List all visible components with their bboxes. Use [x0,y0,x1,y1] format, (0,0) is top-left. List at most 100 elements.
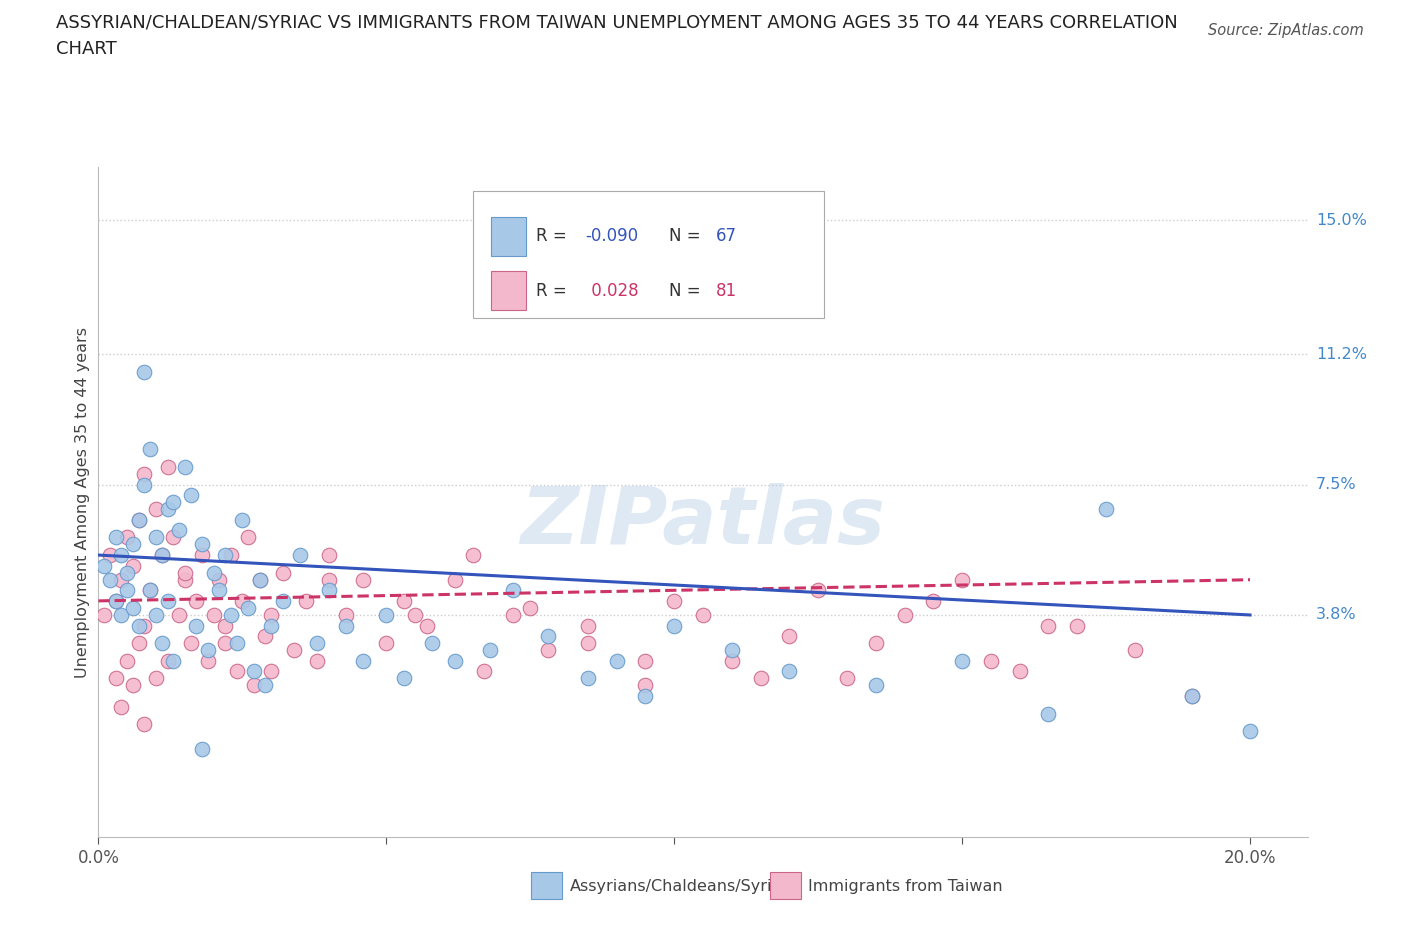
Point [720,654,742,669]
Point [104,593,127,608]
Point [145,530,167,545]
Point [134,717,156,732]
Point [122,558,145,573]
Text: 81: 81 [716,282,737,299]
Point [214,636,236,651]
Point [173,565,195,580]
Point [236,601,259,616]
Point [634,654,657,669]
Point [162,654,184,669]
Point [318,583,340,598]
Point [104,593,127,608]
Point [1095,502,1118,517]
FancyBboxPatch shape [474,191,824,318]
Point [110,699,132,714]
Text: N =: N = [669,227,706,246]
Point [254,629,277,644]
Point [950,654,973,669]
Point [134,618,156,633]
Point [1239,724,1261,738]
Point [128,512,150,527]
Text: 67: 67 [716,227,737,246]
Point [392,671,415,685]
Point [191,537,214,551]
Point [415,618,437,633]
Point [156,654,179,669]
Point [249,572,271,587]
Point [231,593,253,608]
Point [893,607,915,622]
Point [150,548,173,563]
Point [180,487,202,502]
Point [1123,643,1146,658]
Text: 11.2%: 11.2% [1316,347,1367,362]
Point [922,593,945,608]
Point [134,467,156,482]
Text: Source: ZipAtlas.com: Source: ZipAtlas.com [1208,23,1364,38]
Point [404,607,426,622]
Point [202,607,225,622]
Point [444,654,467,669]
Point [519,601,541,616]
Point [271,565,294,580]
Point [225,636,247,651]
Point [422,636,444,651]
Point [191,548,214,563]
Point [502,607,524,622]
Text: R =: R = [536,282,572,299]
Point [352,572,374,587]
Point [231,512,253,527]
Point [664,593,686,608]
Point [122,601,145,616]
Point [865,678,887,693]
Text: -0.090: -0.090 [586,227,638,246]
Text: Immigrants from Taiwan: Immigrants from Taiwan [808,879,1002,894]
Text: 3.8%: 3.8% [1316,607,1357,622]
Point [115,583,138,598]
Point [352,654,374,669]
Point [156,593,179,608]
Point [122,678,145,693]
Point [472,664,495,679]
Text: ASSYRIAN/CHALDEAN/SYRIAC VS IMMIGRANTS FROM TAIWAN UNEMPLOYMENT AMONG AGES 35 TO: ASSYRIAN/CHALDEAN/SYRIAC VS IMMIGRANTS F… [56,14,1178,32]
Point [1181,688,1204,703]
Point [1066,618,1088,633]
Point [167,607,190,622]
Point [664,618,686,633]
Point [122,537,145,551]
Point [219,548,242,563]
Point [104,530,127,545]
Point [606,654,628,669]
Point [375,636,398,651]
Point [335,618,357,633]
Point [110,548,132,563]
Point [478,643,501,658]
Point [318,572,340,587]
Text: Assyrians/Chaldeans/Syriacs: Assyrians/Chaldeans/Syriacs [569,879,799,894]
Point [243,664,266,679]
FancyBboxPatch shape [492,271,526,311]
Point [288,548,311,563]
Point [1181,688,1204,703]
Point [283,643,305,658]
Point [835,671,858,685]
Point [980,654,1002,669]
Point [115,654,138,669]
Point [254,678,277,693]
Point [536,629,558,644]
Point [173,459,195,474]
Point [115,565,138,580]
Text: 0.028: 0.028 [586,282,638,299]
Point [692,607,714,622]
Point [260,664,283,679]
Point [173,572,195,587]
Point [461,548,484,563]
Text: R =: R = [536,227,572,246]
Point [307,636,329,651]
Point [202,565,225,580]
Point [110,572,132,587]
Point [219,607,242,622]
Point [93,607,115,622]
Point [145,502,167,517]
Text: CHART: CHART [56,40,117,58]
